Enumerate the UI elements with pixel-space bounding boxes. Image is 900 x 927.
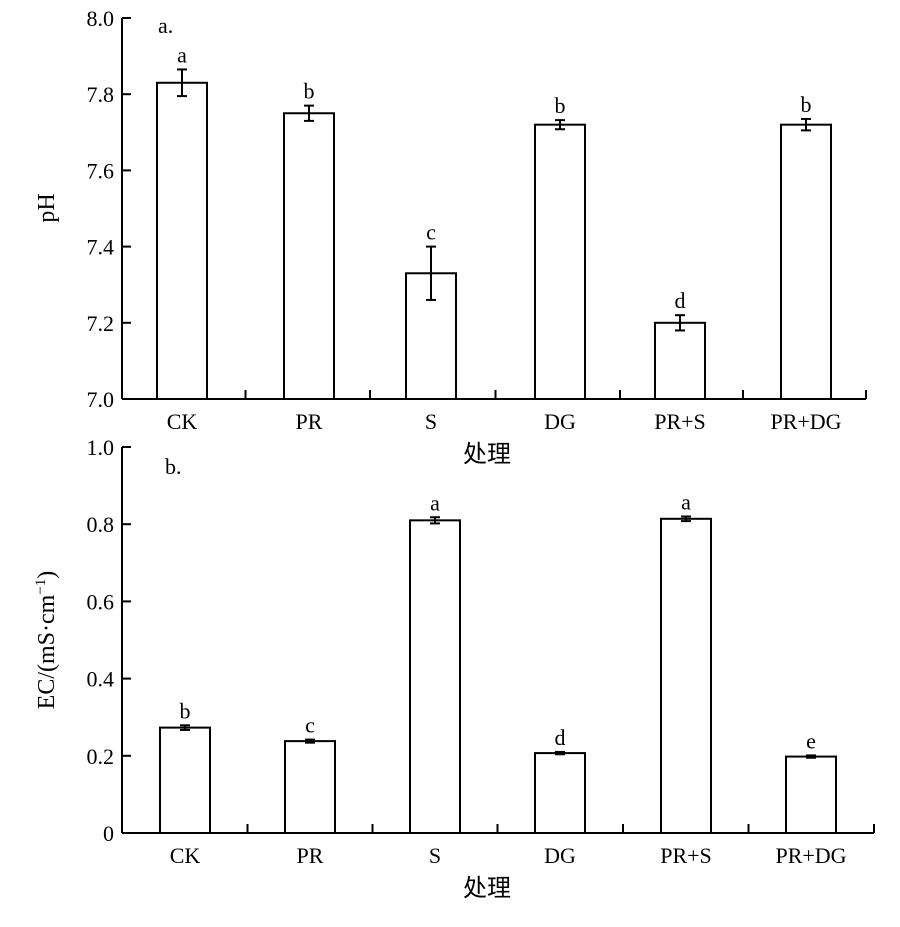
x-tick-label: DG [544,409,576,434]
y-tick-label: 0.8 [87,512,115,537]
x-tick-label: CK [170,843,201,868]
chart-panel-ec: b. EC/(mS·cm−1) 处理 0 0.2 0.4 0.6 0.8 1.0 b CK c P… [33,435,875,902]
panel-label-b: b. [165,454,182,479]
bar [284,740,336,835]
x-tick-label: PR+S [660,843,712,868]
x-axis-title-a: 处理 [463,441,511,468]
significance-label: a [430,490,440,515]
y-tick-label: 7.2 [87,311,115,336]
y-tick-label: 0.6 [87,589,115,614]
y-tick-label: 7.4 [87,235,115,260]
bar [534,752,586,835]
significance-label: a [177,42,187,67]
y-tick-label: 7.6 [87,158,115,183]
chart-panel-ph: a. pH 处理 7.0 7.2 7.4 7.6 7.8 8.0 a CK b PR c Sb DG d P… [34,6,867,468]
x-tick-label: DG [544,843,576,868]
bar [156,81,208,401]
significance-label: b [180,698,191,723]
significance-label: b [801,92,812,117]
significance-label: a [681,489,691,514]
bar [654,321,706,400]
y-tick-label: 0 [103,821,114,846]
x-tick-label: PR+DG [775,843,846,868]
bar [785,755,837,835]
y-tick-label: 7.0 [87,387,115,412]
significance-label: b [304,79,315,104]
y-tick-label: 0.4 [87,667,115,692]
x-tick-label: PR [296,409,323,434]
x-axis-title-b: 处理 [463,875,511,902]
bar [283,112,335,400]
y-tick-label: 8.0 [87,6,115,31]
y-axis-title-ec-close: ) [34,571,60,579]
significance-label: b [555,93,566,118]
y-axis-title-ph: pH [34,193,60,222]
bar [409,519,461,835]
y-axis-title-ec-main: EC/(mS·cm [34,594,60,709]
bar [780,123,832,401]
bar [534,123,586,401]
bar [660,517,712,835]
y-tick-label: 7.8 [87,82,115,107]
x-tick-label: CK [167,409,198,434]
x-tick-label: PR+DG [770,409,841,434]
significance-label: d [555,725,566,750]
x-tick-label: PR [297,843,324,868]
y-axis-title-ec-sup: −1 [33,579,49,595]
x-tick-label: S [425,409,437,434]
significance-label: c [426,220,436,245]
significance-label: d [675,288,686,313]
significance-label: c [305,713,315,738]
y-tick-label: 1.0 [87,435,115,460]
y-tick-label: 0.2 [87,744,115,769]
panel-label-a: a. [158,13,173,38]
x-tick-label: PR+S [654,409,706,434]
bar [159,726,211,835]
y-axis-title-ec: EC/(mS·cm−1) [33,571,60,710]
x-tick-label: S [429,843,441,868]
significance-label: e [806,728,816,753]
